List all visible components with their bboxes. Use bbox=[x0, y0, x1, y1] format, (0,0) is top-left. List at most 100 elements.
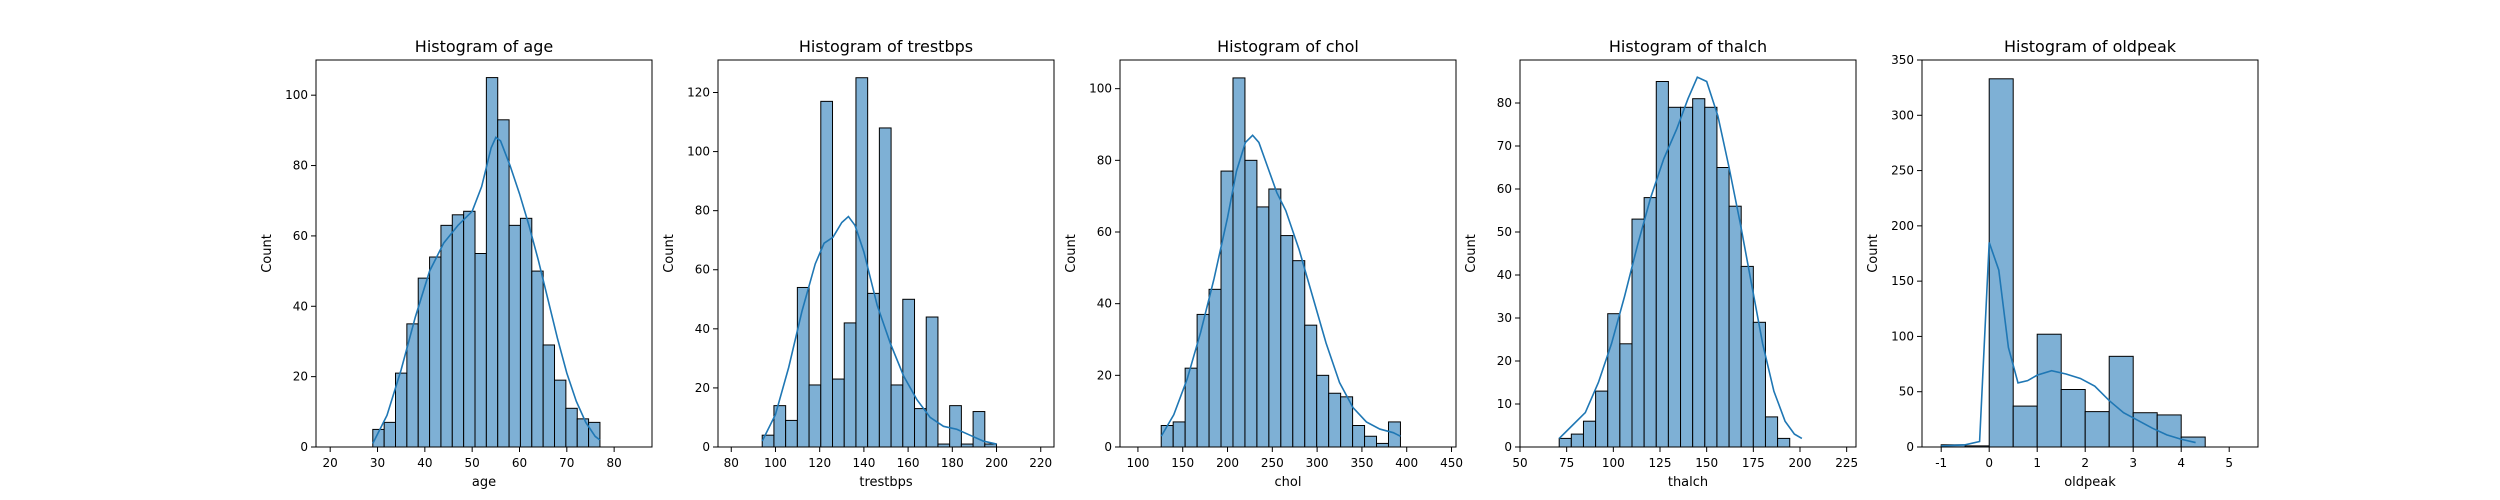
histogram-bar bbox=[949, 405, 962, 448]
histogram-bar bbox=[1728, 205, 1742, 448]
histogram-bar bbox=[820, 100, 834, 448]
x-axis-label: chol bbox=[1275, 475, 1302, 490]
y-tick-label: 80 bbox=[1097, 153, 1112, 167]
histogram-bar bbox=[474, 253, 487, 448]
x-tick-label: 80 bbox=[607, 456, 622, 470]
y-tick-label: 40 bbox=[695, 322, 710, 336]
x-tick-label: 80 bbox=[724, 456, 739, 470]
histogram-bar bbox=[1316, 374, 1330, 448]
histogram-bar bbox=[1364, 435, 1378, 448]
y-tick-label: 120 bbox=[687, 85, 710, 99]
x-tick-label: 225 bbox=[1835, 456, 1858, 470]
y-tick-label: 30 bbox=[1497, 311, 1512, 325]
histogram-bar bbox=[519, 217, 533, 448]
chart-panel-age: 20 30 40 50 60 70 80 0 20 40 60 80 100 Histogram of a… bbox=[260, 37, 653, 490]
histogram-bar bbox=[878, 127, 892, 448]
x-tick-label: 150 bbox=[1695, 456, 1718, 470]
y-tick-label: 60 bbox=[695, 263, 710, 277]
y-tick-label: 40 bbox=[293, 299, 308, 313]
y-tick-label: 0 bbox=[1906, 440, 1914, 454]
y-tick-label: 80 bbox=[293, 159, 308, 173]
x-tick-label: 60 bbox=[512, 456, 527, 470]
y-axis-label: Count bbox=[1064, 234, 1079, 273]
histogram-bar bbox=[565, 407, 578, 448]
x-tick-label: 100 bbox=[1602, 456, 1625, 470]
x-tick-label: 300 bbox=[1306, 456, 1329, 470]
histogram-bar bbox=[531, 270, 544, 448]
histogram-bar bbox=[1704, 106, 1718, 448]
y-tick-label: 200 bbox=[1891, 219, 1914, 233]
histogram-bar bbox=[1220, 170, 1234, 448]
x-tick-label: 70 bbox=[559, 456, 574, 470]
histogram-bar bbox=[1232, 77, 1246, 448]
histogram-bar bbox=[2156, 414, 2182, 448]
y-tick-label: 40 bbox=[1497, 268, 1512, 282]
x-tick-label: 200 bbox=[1789, 456, 1812, 470]
histogram-bar bbox=[1244, 159, 1258, 448]
x-tick-label: 4 bbox=[2177, 456, 2185, 470]
x-tick-label: 150 bbox=[1171, 456, 1194, 470]
histogram-bar bbox=[2036, 333, 2062, 448]
x-tick-label: 50 bbox=[1512, 456, 1527, 470]
y-tick-label: 20 bbox=[293, 370, 308, 384]
histogram-bar bbox=[2084, 411, 2110, 448]
y-tick-label: 20 bbox=[1097, 368, 1112, 382]
histogram-bar bbox=[808, 384, 822, 448]
x-axis-label: trestbps bbox=[859, 475, 913, 490]
x-tick-label: 160 bbox=[897, 456, 920, 470]
histogram-bar bbox=[429, 256, 442, 448]
axes-frame bbox=[315, 59, 653, 448]
x-tick-label: 350 bbox=[1350, 456, 1373, 470]
y-tick-label: 60 bbox=[1097, 225, 1112, 239]
histogram-bar bbox=[542, 344, 556, 448]
chart-title: Histogram of chol bbox=[1217, 37, 1359, 56]
x-tick-label: 100 bbox=[764, 456, 787, 470]
histogram-bar bbox=[1268, 188, 1282, 448]
histogram-bar bbox=[1196, 313, 1210, 448]
x-tick-label: 140 bbox=[852, 456, 875, 470]
histogram-bar bbox=[463, 210, 476, 448]
y-tick-label: 0 bbox=[1504, 440, 1512, 454]
histogram-bar bbox=[843, 322, 857, 448]
histogram-bar bbox=[1280, 235, 1294, 448]
chart-title: Histogram of oldpeak bbox=[2004, 37, 2177, 56]
histogram-bar bbox=[1292, 260, 1306, 448]
y-tick-label: 0 bbox=[702, 440, 710, 454]
histogram-bar bbox=[1558, 437, 1572, 448]
y-tick-label: 50 bbox=[1497, 225, 1512, 239]
histogram-bar bbox=[925, 316, 939, 448]
x-tick-label: 220 bbox=[1029, 456, 1052, 470]
y-tick-label: 100 bbox=[285, 88, 308, 102]
y-axis-label: Count bbox=[662, 234, 677, 273]
histogram-bar bbox=[1352, 425, 1366, 448]
histogram-bar bbox=[1570, 433, 1584, 448]
chart-panel-thalch: 50 75 100 125 150 175 200 225 0 10 20 30 40 50 60 70 80 H… bbox=[1464, 37, 1858, 490]
x-tick-label: 50 bbox=[465, 456, 480, 470]
histogram-bar bbox=[1631, 218, 1645, 448]
x-tick-label: 100 bbox=[1126, 456, 1149, 470]
histogram-bar bbox=[914, 408, 927, 448]
axes-frame bbox=[1519, 59, 1857, 448]
y-tick-label: 80 bbox=[695, 204, 710, 218]
histogram-bar bbox=[832, 378, 845, 448]
kde-curve bbox=[1160, 134, 1401, 437]
histogram-bar bbox=[1777, 437, 1791, 448]
x-tick-label: 125 bbox=[1649, 456, 1672, 470]
y-tick-label: 70 bbox=[1497, 139, 1512, 153]
chart-title: Histogram of age bbox=[415, 37, 553, 56]
x-tick-label: 0 bbox=[1985, 456, 1993, 470]
histogram-bar bbox=[485, 77, 499, 448]
histogram-bar bbox=[440, 224, 453, 448]
histogram-bar bbox=[2108, 355, 2134, 448]
y-tick-label: 150 bbox=[1891, 274, 1914, 288]
histogram-bar bbox=[1692, 98, 1706, 448]
y-tick-label: 300 bbox=[1891, 108, 1914, 122]
histogram-bar bbox=[1328, 392, 1342, 448]
histogram-bar bbox=[1752, 321, 1766, 448]
y-axis-label: Count bbox=[1866, 234, 1881, 273]
x-tick-label: 75 bbox=[1559, 456, 1574, 470]
x-tick-label: -1 bbox=[1935, 456, 1947, 470]
y-axis-label: Count bbox=[1464, 234, 1479, 273]
